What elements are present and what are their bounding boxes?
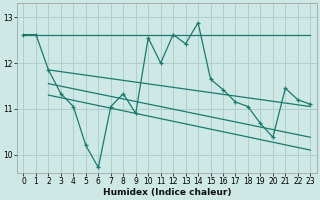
X-axis label: Humidex (Indice chaleur): Humidex (Indice chaleur) xyxy=(103,188,231,197)
